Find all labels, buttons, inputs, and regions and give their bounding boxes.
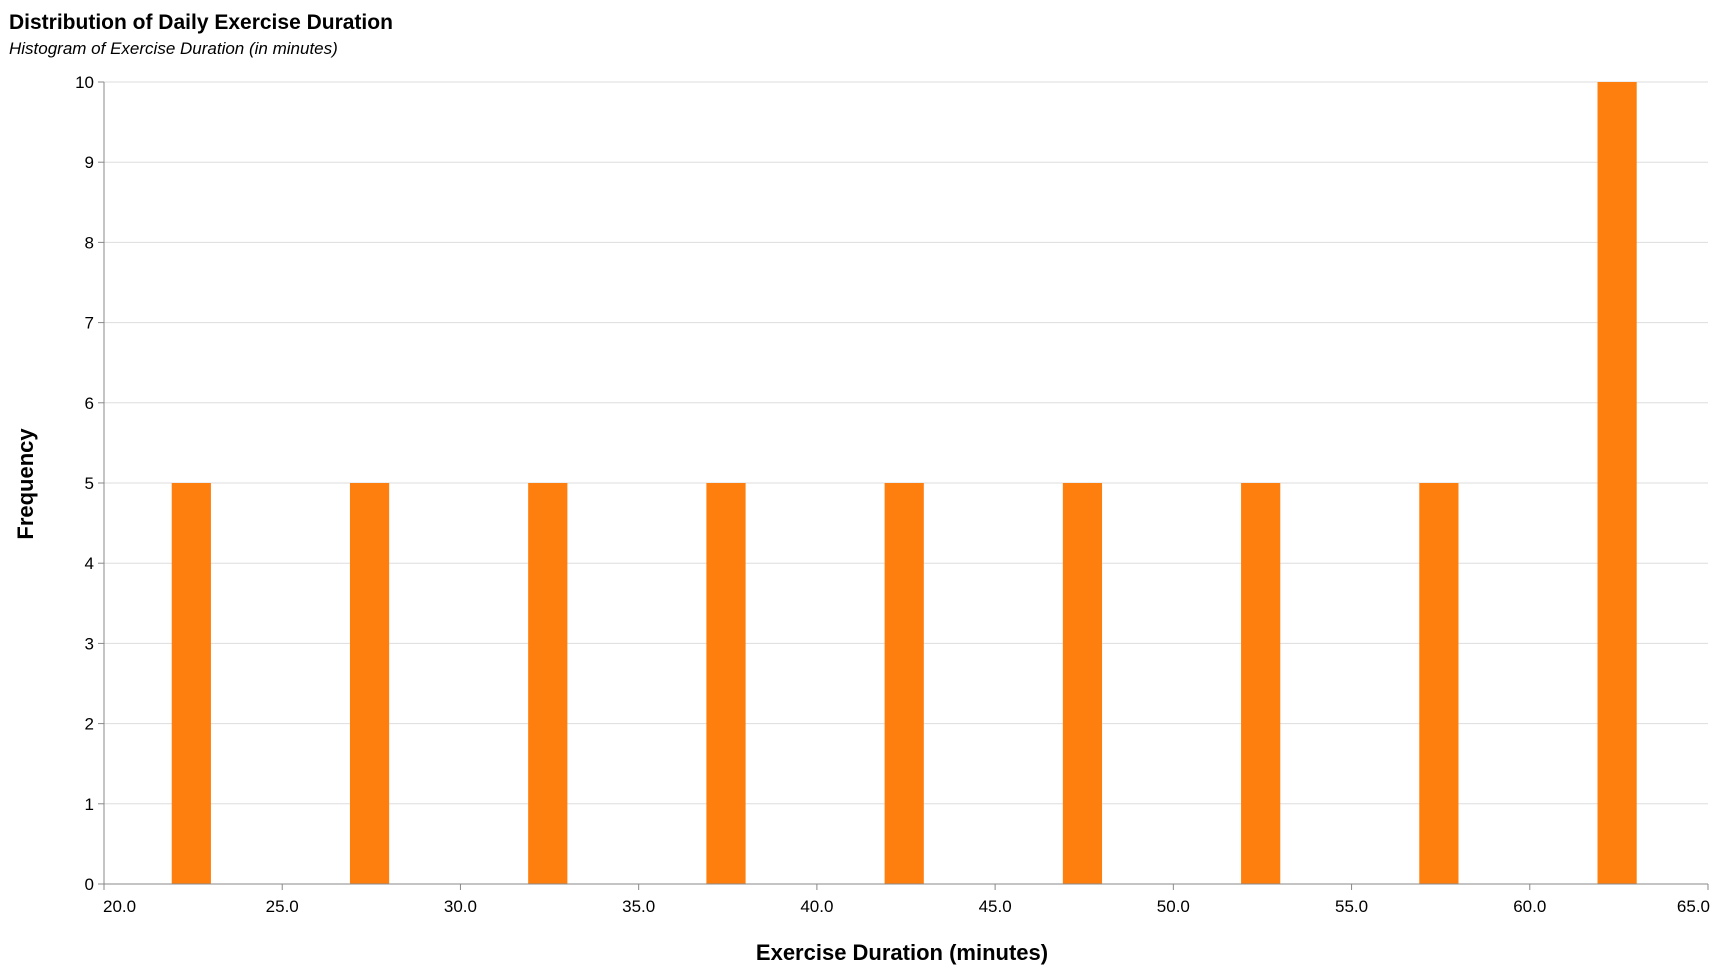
y-tick-label: 3 xyxy=(85,634,94,653)
y-tick-label: 8 xyxy=(85,233,94,252)
y-tick-label: 9 xyxy=(85,153,94,172)
y-tick-label: 4 xyxy=(85,554,94,573)
histogram-bar xyxy=(349,483,390,884)
chart-title: Distribution of Daily Exercise Duration xyxy=(9,11,393,34)
x-tick-label: 40.0 xyxy=(800,897,833,916)
axes: 0 1 2 3 4 5 6 7 8 9 10 20.0 25.0 30.0 35.0 40.0 45.0 50.0… xyxy=(75,73,1710,916)
y-tick-label: 10 xyxy=(75,73,94,92)
x-tick-label: 20.0 xyxy=(103,897,136,916)
y-tick-label: 5 xyxy=(85,474,94,493)
x-tick-label: 30.0 xyxy=(444,897,477,916)
histogram-bar xyxy=(171,483,211,884)
x-tick-label: 25.0 xyxy=(266,897,299,916)
x-tick-label: 55.0 xyxy=(1335,897,1368,916)
y-axis-title: Frequency xyxy=(13,428,38,540)
y-tick-label: 6 xyxy=(85,394,94,413)
histogram-bar xyxy=(706,483,746,884)
x-axis-title: Exercise Duration (minutes) xyxy=(756,940,1048,965)
y-tick-label: 1 xyxy=(85,795,94,814)
x-tick-label: 50.0 xyxy=(1157,897,1190,916)
histogram-bar xyxy=(1241,483,1281,884)
y-tick-label: 2 xyxy=(85,715,94,734)
chart-subtitle: Histogram of Exercise Duration (in minut… xyxy=(9,39,338,58)
x-tick-label: 60.0 xyxy=(1513,897,1546,916)
histogram-bar xyxy=(1419,483,1459,884)
y-tick-label: 7 xyxy=(85,314,94,333)
histogram-bar xyxy=(528,483,568,884)
histogram-bar xyxy=(884,483,924,884)
x-tick-label: 35.0 xyxy=(622,897,655,916)
histogram-bar xyxy=(1597,82,1637,884)
x-tick-label: 65.0 xyxy=(1677,897,1710,916)
bars xyxy=(171,82,1637,884)
y-tick-label: 0 xyxy=(85,875,94,894)
x-tick-label: 45.0 xyxy=(979,897,1012,916)
histogram-bar xyxy=(1062,483,1103,884)
